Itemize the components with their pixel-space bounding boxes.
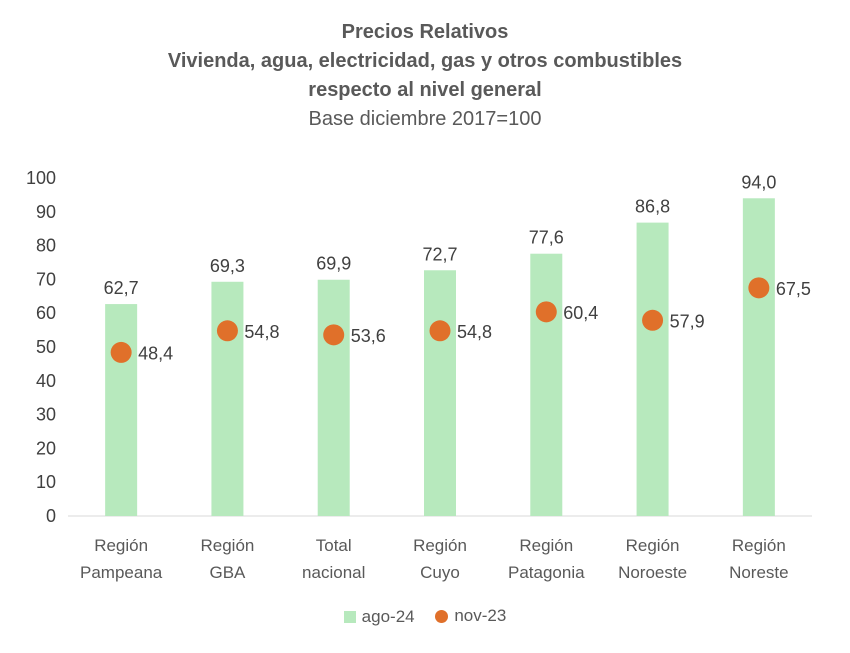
bar xyxy=(211,281,244,516)
dot xyxy=(216,320,238,342)
category-label-line-2: Pampeana xyxy=(80,563,163,582)
bar-data-label: 72,7 xyxy=(422,244,457,264)
y-tick-label: 10 xyxy=(36,472,56,492)
y-tick-label: 90 xyxy=(36,202,56,222)
legend-swatch-bar xyxy=(343,610,356,623)
legend-item-bars: ago-24 xyxy=(343,606,415,627)
dot xyxy=(535,301,557,323)
dot-data-label: 54,8 xyxy=(244,322,279,342)
dot-data-label: 67,5 xyxy=(776,279,811,299)
category-label-line-1: Región xyxy=(413,536,467,555)
category-label-line-2: GBA xyxy=(209,563,246,582)
category-label-line-1: Total xyxy=(316,536,352,555)
y-tick-label: 40 xyxy=(36,371,56,391)
bar-data-label: 69,9 xyxy=(316,254,351,274)
bar xyxy=(317,279,350,516)
bar-data-label: 77,6 xyxy=(529,228,564,248)
category-label-line-2: Cuyo xyxy=(420,563,460,582)
dot xyxy=(110,341,132,363)
y-tick-label: 0 xyxy=(46,506,56,526)
category-label-line-2: Patagonia xyxy=(508,563,585,582)
category-label-line-1: Región xyxy=(94,536,148,555)
bar xyxy=(105,304,138,516)
dot-data-label: 60,4 xyxy=(563,303,598,323)
y-tick-label: 30 xyxy=(36,405,56,425)
bar xyxy=(530,253,563,516)
legend-item-dots: nov-23 xyxy=(435,606,506,626)
bar-data-label: 69,3 xyxy=(210,256,245,276)
dot-data-label: 57,9 xyxy=(670,311,705,331)
y-tick-label: 80 xyxy=(36,236,56,256)
dot xyxy=(642,309,664,331)
category-label-line-1: Región xyxy=(519,536,573,555)
y-tick-label: 60 xyxy=(36,303,56,323)
category-label-line-1: Región xyxy=(200,536,254,555)
y-tick-label: 100 xyxy=(26,168,56,188)
legend-swatch-dot xyxy=(435,609,449,623)
dot xyxy=(429,320,451,342)
chart-subtitle-line-1: Vivienda, agua, electricidad, gas y otro… xyxy=(167,50,683,72)
category-label-line-1: Región xyxy=(732,536,786,555)
bar xyxy=(424,270,456,516)
category-label-line-2: Noreste xyxy=(729,563,789,582)
y-tick-label: 20 xyxy=(36,438,56,458)
chart-titles: Precios Relativos Vivienda, agua, electr… xyxy=(0,18,850,134)
legend: ago-24 nov-23 xyxy=(0,606,850,628)
dot-data-label: 53,6 xyxy=(351,326,386,346)
chart-subtitle-line-3: Base diciembre 2017=100 xyxy=(308,108,542,130)
chart-subtitle-line-2: respecto al nivel general xyxy=(308,79,542,101)
legend-label-bars: ago-24 xyxy=(361,606,415,626)
legend-label-dots: nov-23 xyxy=(454,606,507,625)
category-label-line-2: nacional xyxy=(302,563,365,582)
category-label-line-2: Noroeste xyxy=(618,563,687,582)
dot-data-label: 54,8 xyxy=(457,322,492,342)
bar-data-label: 86,8 xyxy=(635,197,670,217)
dot xyxy=(748,277,770,299)
dot-data-label: 48,4 xyxy=(138,343,173,363)
y-tick-label: 50 xyxy=(36,337,56,357)
dot xyxy=(323,324,345,346)
bar-data-label: 62,7 xyxy=(104,278,139,298)
chart-title: Precios Relativos xyxy=(341,21,509,43)
bar-data-label: 94,0 xyxy=(741,172,776,192)
bar xyxy=(636,222,669,516)
bar xyxy=(742,198,775,516)
y-tick-label: 70 xyxy=(36,269,56,289)
category-label-line-1: Región xyxy=(626,536,680,555)
